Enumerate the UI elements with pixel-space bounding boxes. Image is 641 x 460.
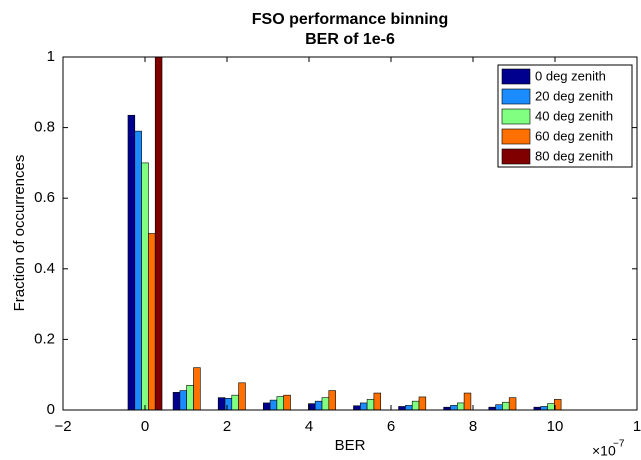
bar xyxy=(179,390,187,411)
x-multiplier-exponent: −7 xyxy=(613,439,625,450)
x-tick-label: −2 xyxy=(54,418,71,435)
bar xyxy=(314,400,323,411)
legend-swatch xyxy=(501,108,531,125)
bar xyxy=(373,392,382,411)
bar xyxy=(321,397,330,411)
bar xyxy=(141,162,149,411)
bar xyxy=(353,405,361,411)
x-axis-label: BER xyxy=(335,437,366,454)
bar xyxy=(127,114,136,411)
bar xyxy=(276,396,285,411)
bar xyxy=(269,399,278,411)
x-tick-label: 4 xyxy=(305,418,313,435)
bar xyxy=(547,403,555,411)
legend-label: 80 deg zenith xyxy=(535,148,613,163)
bar xyxy=(508,397,517,411)
bar xyxy=(238,382,246,411)
bar xyxy=(418,396,427,411)
y-tick-label: 1 xyxy=(47,48,55,65)
bar xyxy=(411,400,420,411)
x-tick-label: 2 xyxy=(223,418,231,435)
legend-label: 20 deg zenith xyxy=(535,88,613,103)
bar xyxy=(398,406,406,411)
bar xyxy=(456,402,465,411)
bar xyxy=(262,402,271,411)
bar xyxy=(540,406,548,411)
legend-label: 60 deg zenith xyxy=(535,128,613,143)
legend-label: 0 deg zenith xyxy=(535,68,606,83)
chart-subtitle: BER of 1e-6 xyxy=(305,31,395,48)
x-tick-label: 8 xyxy=(469,418,477,435)
bar xyxy=(224,398,233,411)
x-multiplier: ×10 xyxy=(592,443,616,459)
bar xyxy=(217,397,226,411)
y-axis-label: Fraction of occurrences xyxy=(11,155,28,312)
bar xyxy=(231,394,239,411)
bar xyxy=(359,402,368,411)
bar xyxy=(502,401,510,411)
bar xyxy=(134,130,142,411)
bar xyxy=(463,392,472,411)
y-tick-label: 0.2 xyxy=(34,330,55,347)
legend-swatch xyxy=(501,88,531,105)
bar xyxy=(148,233,156,411)
bar xyxy=(283,394,291,411)
bar xyxy=(366,399,375,411)
bar xyxy=(495,404,503,411)
bar xyxy=(405,405,413,411)
legend-swatch xyxy=(501,128,531,145)
y-tick-label: 0.6 xyxy=(34,189,55,206)
bar xyxy=(328,390,336,411)
x-tick-label: 6 xyxy=(387,418,395,435)
plot-frame xyxy=(62,56,638,411)
y-tick-label: 0 xyxy=(47,401,55,418)
x-tick-label: 1 xyxy=(633,418,641,435)
legend-swatch xyxy=(501,148,531,165)
bar xyxy=(450,405,458,411)
bar xyxy=(186,384,194,411)
bar xyxy=(154,56,163,411)
legend-label: 40 deg zenith xyxy=(535,108,613,123)
x-tick-label: 10 xyxy=(547,418,564,435)
bar xyxy=(193,367,201,411)
legend-swatch xyxy=(501,68,531,85)
chart-title: FSO performance binning xyxy=(252,11,448,28)
y-tick-label: 0.4 xyxy=(34,260,55,277)
bar xyxy=(172,392,181,411)
x-tick-label: 0 xyxy=(141,418,149,435)
y-tick-label: 0.8 xyxy=(34,119,55,136)
